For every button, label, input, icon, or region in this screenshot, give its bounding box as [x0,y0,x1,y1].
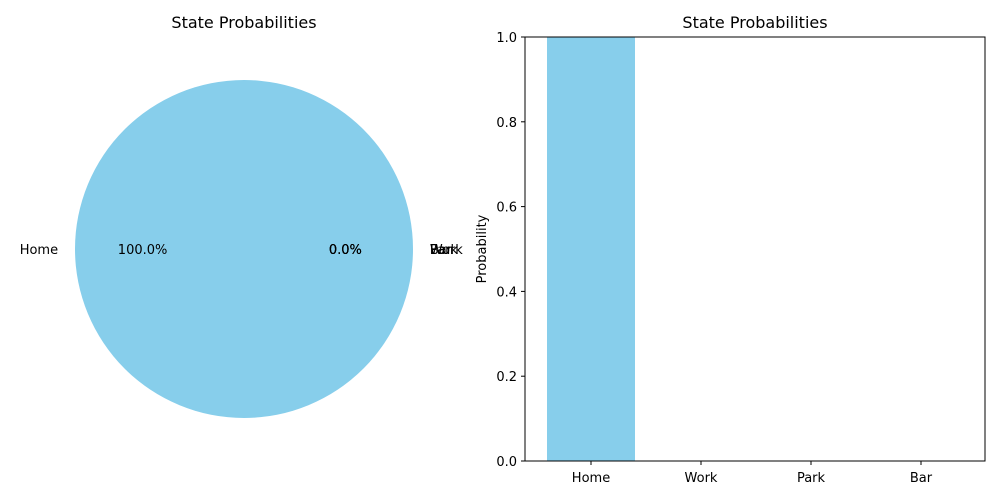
x-ticks: Home Work Park Bar [572,461,933,486]
y-tick-label: 1.0 [496,31,517,46]
bar-chart-title: State Probabilities [682,13,827,32]
pie-label-park: Park [430,243,459,258]
pie-pct-label-home: 100.0% [118,243,168,258]
y-tick-label: 0.4 [496,285,517,300]
x-tick-label: Park [797,471,826,486]
pie-label-bar: Bar [430,243,453,258]
y-axis-label: Probability [475,214,490,283]
bar-home [547,37,635,461]
pie-chart-title: State Probabilities [171,13,316,32]
x-tick-label: Bar [910,471,933,486]
axes-frame [524,36,986,462]
y-tick-label: 0.6 [496,201,517,216]
pie-label-work: Work [430,243,463,258]
pie-pct-label-bar: 0.0% [329,243,362,258]
y-tick-label: 0.2 [496,370,517,385]
bars [547,37,635,461]
pie-chart: State Probabilities Home 100.0% Work 0.0% Pa… [20,13,464,418]
y-ticks: 0.0 0.2 0.4 0.6 0.8 1.0 [496,31,525,470]
pie-slice-home [75,80,413,418]
x-tick-label: Home [572,471,610,486]
pie-pct-label-work: 0.0% [329,243,362,258]
pie-pct-label-park: 0.0% [329,243,362,258]
pie-label-home: Home [20,243,58,258]
y-tick-label: 0.8 [496,116,517,131]
axes [524,36,986,462]
y-tick-label: 0.0 [496,455,517,470]
bar-chart: State Probabilities Probability 0.00.20.… [475,13,986,486]
x-tick-label: Work [685,471,718,486]
pie-slices [75,80,413,418]
